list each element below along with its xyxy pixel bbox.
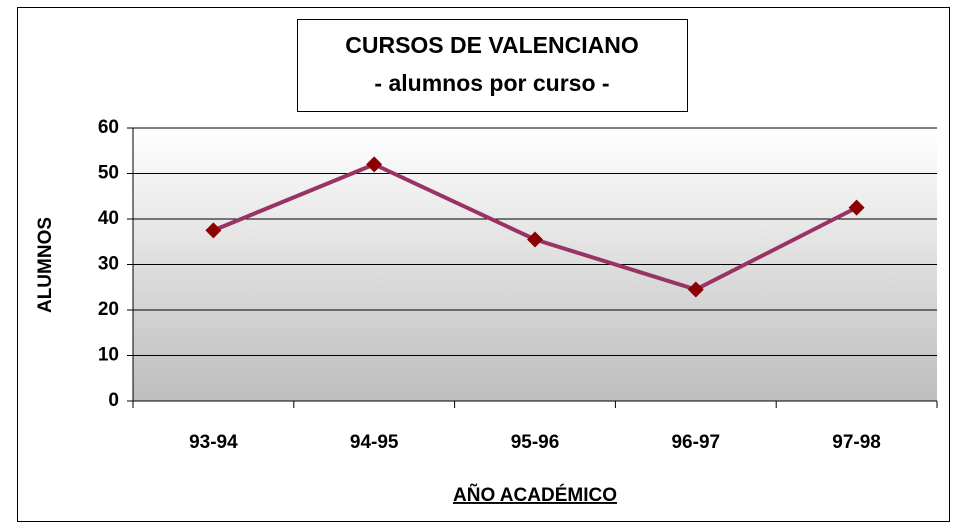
data-marker <box>527 231 543 248</box>
chart-subtitle: - alumnos por curso - <box>374 70 609 96</box>
x-tick-label: 96-97 <box>671 432 720 453</box>
data-marker <box>687 281 704 298</box>
y-tick-label: 30 <box>98 254 119 275</box>
y-axis-label: ALUMNOS <box>35 217 56 313</box>
y-tick-label: 50 <box>98 163 119 184</box>
x-tick-label: 94-95 <box>350 432 399 453</box>
y-tick-label: 60 <box>98 117 119 138</box>
y-tick-label: 40 <box>98 208 119 229</box>
x-axis-label: AÑO ACADÉMICO <box>453 484 617 506</box>
x-tick-label: 93-94 <box>189 432 238 453</box>
data-marker <box>848 199 865 216</box>
x-tick-label: 95-96 <box>511 432 560 453</box>
x-tick-label: 97-98 <box>832 432 881 453</box>
data-marker <box>366 156 383 173</box>
title-box <box>297 19 688 112</box>
y-tick-label: 0 <box>108 390 119 411</box>
data-marker <box>205 222 222 239</box>
chart-title: CURSOS DE VALENCIANO <box>345 32 639 58</box>
y-tick-label: 20 <box>98 299 119 320</box>
y-tick-label: 10 <box>98 345 119 366</box>
